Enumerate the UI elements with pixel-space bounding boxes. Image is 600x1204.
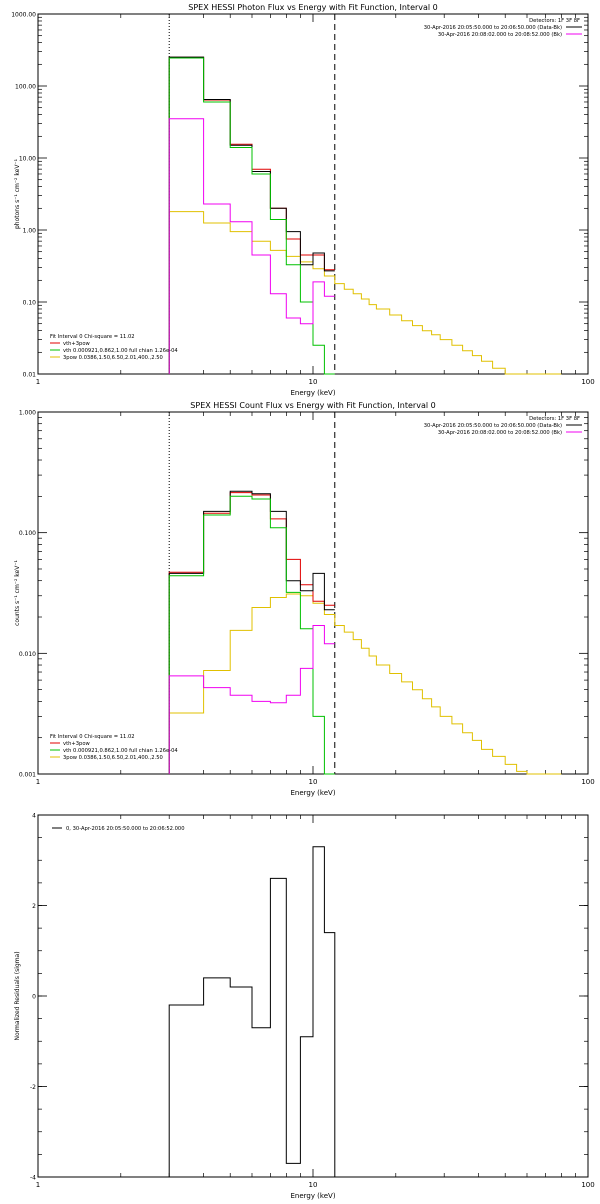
- legend-bottom-entry: 3pow 0.0386,1.50,6.50,2.01,400.,2.50: [63, 355, 163, 361]
- chart-title: SPEX HESSI Photon Flux vs Energy with Fi…: [188, 3, 438, 12]
- y-tick-label: 2: [32, 903, 36, 910]
- series-data-line: [168, 490, 335, 774]
- y-tick-label: 1.000: [19, 410, 36, 417]
- residuals-panel: 1 10 100 -4 -2 0 2 4 Energy (keV) Normalized Resi…: [14, 813, 595, 1201]
- x-tick-label: 1: [36, 378, 40, 386]
- x-tick-label: 100: [581, 778, 594, 786]
- legend-bottom-entry: 3pow 0.0386,1.50,6.50,2.01,400.,2.50: [63, 755, 163, 761]
- legend-top-entry: 30-Apr-2016 20:05:50.000 to 20:06:50.000…: [424, 423, 562, 429]
- legend-bottom-header: Fit Interval 0 Chi-square = 11.02: [50, 334, 135, 340]
- series-vth-line: [168, 118, 335, 374]
- legend-top-entry: 30-Apr-2016 20:08:02.000 to 20:08:52.000…: [438, 430, 562, 436]
- series-vth-3pow-line: [168, 57, 335, 375]
- series-vth-3pow-line: [168, 495, 335, 775]
- x-axis-label: Energy (keV): [290, 389, 335, 397]
- legend-bottom-entry: vth 0.000921,0.862,1.00 full chian 1.26e…: [63, 348, 178, 354]
- y-tick-label: 10.00: [19, 156, 36, 163]
- y-tick-label: 0.10: [23, 300, 37, 307]
- series-data-line: [168, 56, 335, 374]
- chart-title: SPEX HESSI Count Flux vs Energy with Fit…: [190, 401, 435, 410]
- legend-bottom-entry: vth 0.000921,0.862,1.00 full chian 1.26e…: [63, 748, 178, 754]
- legend-top-entry: 30-Apr-2016 20:05:50.000 to 20:06:50.000…: [424, 25, 562, 31]
- x-tick-label: 10: [309, 1181, 318, 1189]
- x-axis-label: Energy (keV): [290, 789, 335, 797]
- y-axis-label: counts s⁻¹ cm⁻² keV⁻¹: [14, 560, 21, 626]
- y-tick-label: 1000.00: [11, 12, 36, 19]
- y-tick-label: 1.00: [23, 228, 37, 235]
- legend-top-entry: Detectors: 1F 3F 8F: [529, 416, 580, 422]
- y-axis-label: photons s⁻¹ cm⁻² keV⁻¹: [14, 158, 21, 229]
- photon-flux-panel: SPEX HESSI Photon Flux vs Energy with Fi…: [11, 3, 595, 397]
- count-flux-panel: SPEX HESSI Count Flux vs Energy with Fit…: [14, 401, 595, 797]
- legend-top-entry: Detectors: 1F 3F 8F: [529, 18, 580, 24]
- x-tick-label: 1: [36, 1181, 40, 1189]
- y-tick-label: -2: [30, 1084, 36, 1091]
- series-residuals-line: [168, 846, 336, 1177]
- legend-bottom-header: Fit Interval 0 Chi-square = 11.02: [50, 734, 135, 740]
- y-axis-label: Normalized Residuals (sigma): [14, 951, 21, 1040]
- y-tick-label: 0.001: [19, 772, 36, 779]
- series-3pow-line: [168, 593, 562, 775]
- series-model-total-line: [168, 492, 335, 774]
- y-tick-label: 4: [32, 813, 36, 820]
- y-tick-label: 100.00: [15, 84, 36, 91]
- x-axis-label: Energy (keV): [290, 1192, 335, 1200]
- y-tick-label: 0.010: [19, 651, 36, 658]
- legend-bottom-entry: vth+3pow: [63, 741, 91, 747]
- y-tick-label: 0.100: [19, 530, 36, 537]
- x-tick-label: 1: [36, 778, 40, 786]
- legend-inset-entry: 0, 30-Apr-2016 20:05:50.000 to 20:06:52.…: [66, 826, 185, 832]
- y-tick-label: 0: [32, 994, 36, 1001]
- x-tick-label: 10: [309, 378, 318, 386]
- y-tick-label: -4: [30, 1175, 36, 1182]
- legend-bottom-entry: vth+3pow: [63, 341, 91, 347]
- series-model-total-line: [168, 56, 335, 374]
- series-3pow-line: [168, 211, 562, 375]
- x-tick-label: 100: [581, 1181, 594, 1189]
- x-tick-label: 100: [581, 378, 594, 386]
- y-tick-label: 0.01: [23, 372, 37, 379]
- x-tick-label: 10: [309, 778, 318, 786]
- legend-top-entry: 30-Apr-2016 20:08:02.000 to 20:08:52.000…: [438, 32, 562, 38]
- series-vth-line: [168, 625, 335, 774]
